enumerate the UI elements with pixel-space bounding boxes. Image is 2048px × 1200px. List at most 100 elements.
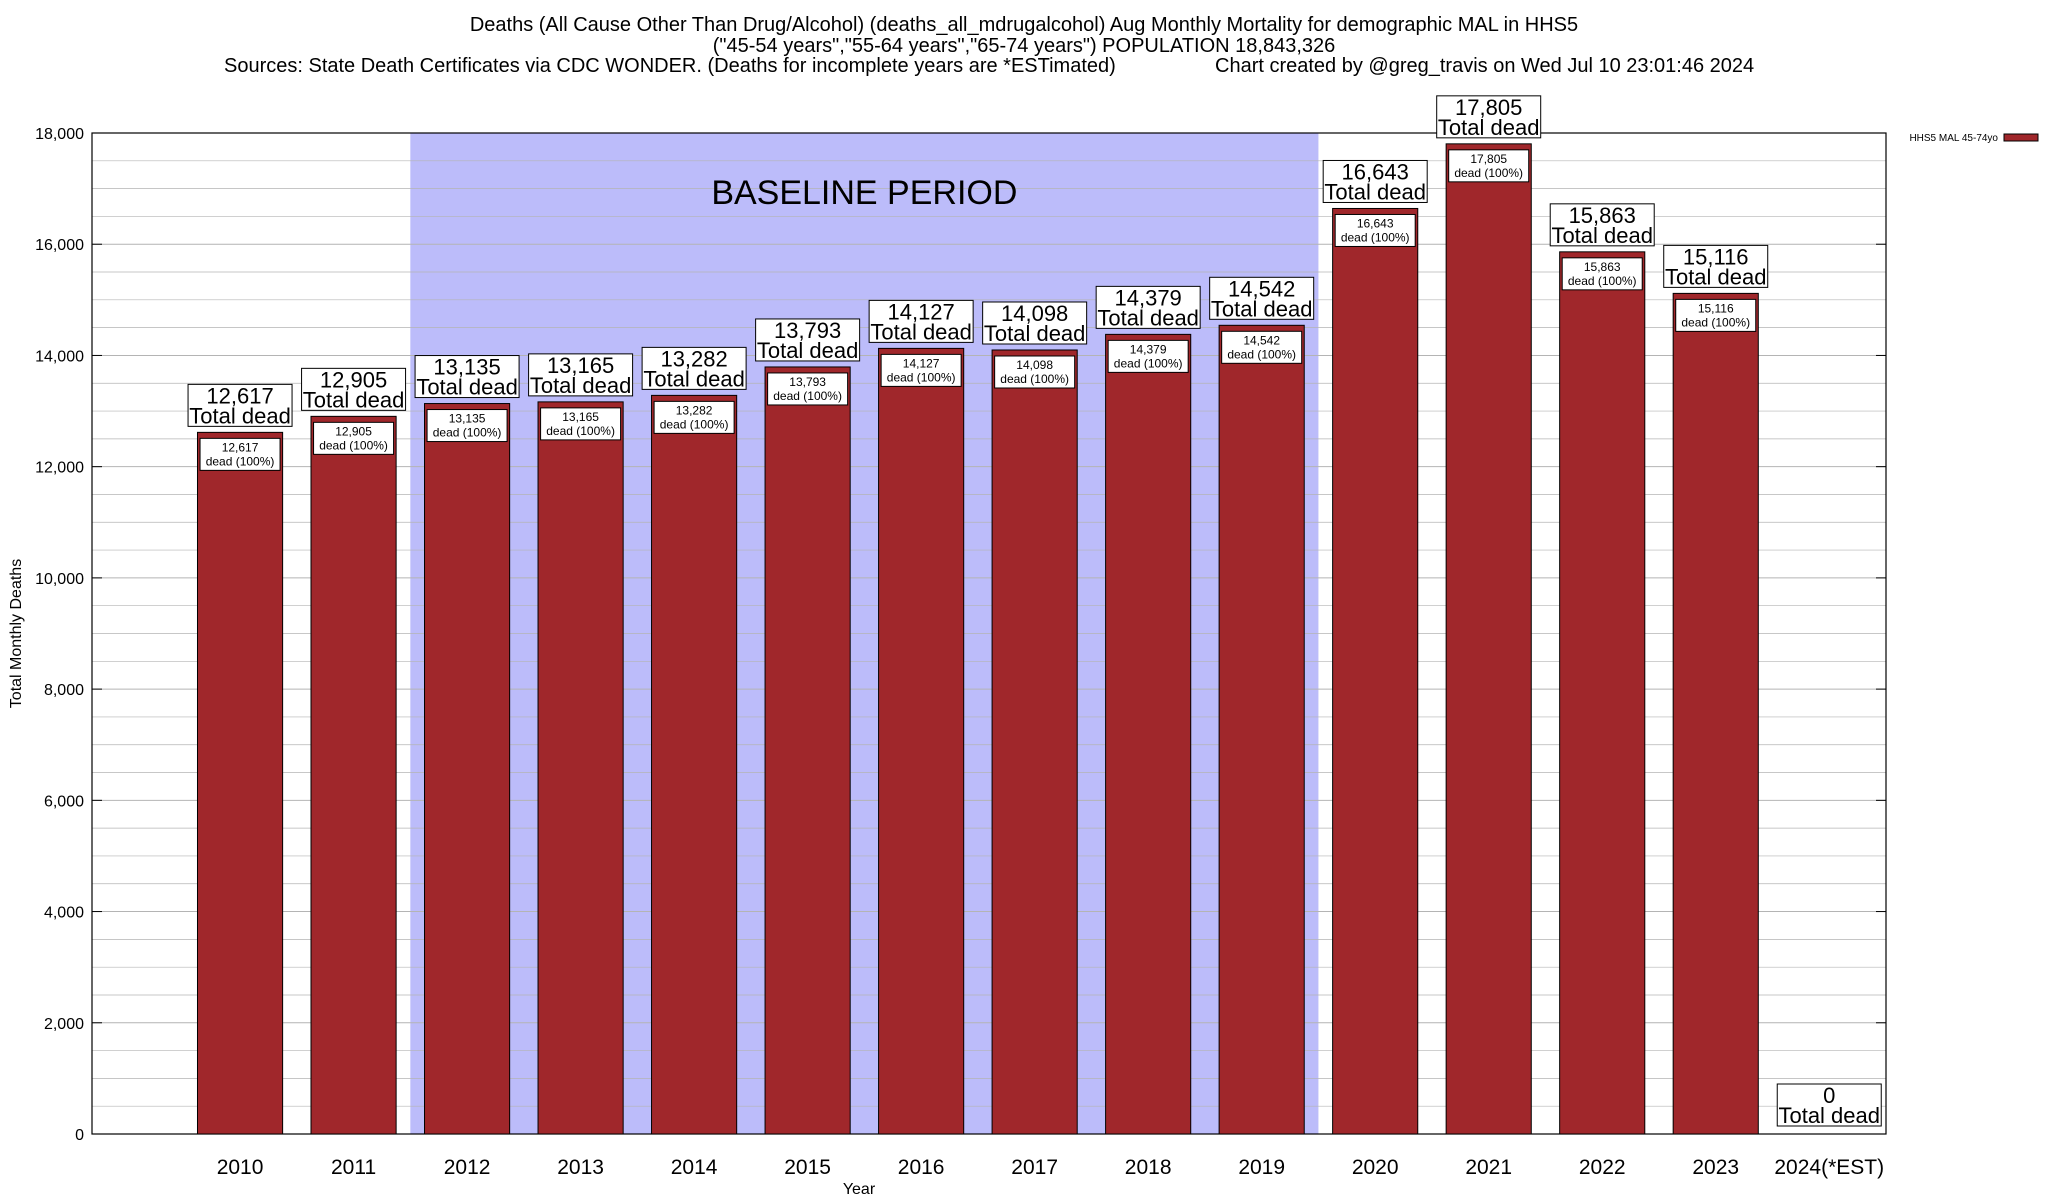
total-label-box [641, 346, 747, 390]
inner-label-box [767, 372, 849, 406]
total-value-label: 16,643 [1342, 159, 1409, 184]
total-dead-label: Total dead [870, 319, 972, 344]
x-tick-label: 2022 [1579, 1156, 1626, 1179]
total-label-box [1209, 276, 1315, 320]
total-label-box [982, 301, 1088, 345]
bar [878, 347, 965, 1135]
total-dead-label: Total dead [303, 387, 405, 412]
total-value-label: 17,805 [1455, 95, 1522, 120]
inner-label-box [313, 421, 395, 455]
inner-value-label: 12,905 [335, 424, 372, 438]
x-axis-title: Year [843, 1181, 876, 1198]
inner-pct-label: dead (100%) [546, 424, 615, 438]
bar [1445, 143, 1532, 1135]
inner-value-label: 14,127 [903, 356, 940, 370]
total-value-label: 0 [1823, 1083, 1835, 1108]
inner-pct-label: dead (100%) [887, 370, 956, 384]
total-dead-label: Total dead [643, 366, 745, 391]
inner-value-label: 15,116 [1698, 301, 1734, 315]
chart-title-line1: Deaths (All Cause Other Than Drug/Alcoho… [469, 14, 1579, 36]
total-label-box [1776, 1083, 1882, 1127]
inner-label-box [1561, 257, 1643, 291]
total-value-label: 14,542 [1228, 276, 1295, 301]
inner-label-box [1107, 339, 1189, 373]
inner-value-label: 13,793 [789, 375, 826, 389]
y-tick-label: 18,000 [35, 126, 84, 143]
bar [537, 401, 624, 1135]
total-value-label: 15,116 [1683, 244, 1749, 269]
y-tick-label: 0 [75, 1127, 84, 1144]
total-dead-label: Total dead [1551, 223, 1653, 248]
inner-value-label: 13,165 [562, 410, 599, 424]
total-dead-label: Total dead [1097, 305, 1199, 330]
inner-value-label: 13,135 [449, 412, 486, 426]
total-dead-label: Total dead [1438, 115, 1540, 140]
inner-pct-label: dead (100%) [1454, 166, 1523, 180]
y-tick-label: 12,000 [35, 460, 84, 477]
total-value-label: 13,793 [774, 318, 841, 343]
total-label-box [1549, 203, 1655, 247]
y-tick-label: 8,000 [44, 682, 84, 699]
total-label-box [1095, 285, 1201, 329]
inner-value-label: 14,098 [1016, 358, 1053, 372]
inner-value-label: 15,863 [1584, 260, 1621, 274]
bar [1105, 333, 1192, 1135]
total-value-label: 14,098 [1001, 301, 1068, 326]
inner-label-box [880, 353, 962, 387]
bar [1559, 251, 1646, 1135]
inner-value-label: 14,542 [1243, 333, 1280, 347]
inner-pct-label: dead (100%) [660, 417, 729, 431]
inner-pct-label: dead (100%) [1341, 230, 1410, 244]
x-tick-label: 2017 [1011, 1156, 1058, 1179]
bar [310, 415, 397, 1135]
total-label-box [868, 299, 974, 343]
bar [1218, 324, 1305, 1135]
x-tick-label: 2019 [1238, 1156, 1285, 1179]
inner-pct-label: dead (100%) [1568, 274, 1637, 288]
inner-label-box [994, 355, 1076, 389]
x-tick-label: 2016 [898, 1156, 945, 1179]
inner-label-box [1675, 298, 1757, 332]
total-label-box [414, 355, 520, 399]
total-label-box [301, 367, 407, 411]
bar [196, 431, 284, 1135]
inner-value-label: 16,643 [1357, 216, 1394, 230]
inner-pct-label: dead (100%) [1227, 347, 1296, 361]
y-axis-title: Total Monthly Deaths [8, 559, 25, 708]
total-label-box [187, 383, 293, 427]
inner-pct-label: dead (100%) [433, 426, 502, 440]
total-label-box [755, 318, 861, 362]
inner-label-box [540, 407, 622, 441]
inner-label-box [653, 400, 735, 434]
total-label-box [528, 353, 634, 397]
inner-pct-label: dead (100%) [773, 389, 842, 403]
baseline-period-label: BASELINE PERIOD [711, 174, 1017, 212]
x-tick-label: 2021 [1465, 1156, 1512, 1179]
total-label-box [1436, 95, 1542, 139]
total-dead-label: Total dead [1665, 264, 1767, 289]
x-tick-label: 2018 [1125, 1156, 1172, 1179]
bar [1672, 292, 1759, 1135]
total-dead-label: Total dead [530, 373, 632, 398]
inner-label-box [426, 409, 508, 443]
total-dead-label: Total dead [1211, 296, 1313, 321]
chart-title-line2: ("45-54 years","55-64 years","65-74 year… [712, 35, 1336, 57]
total-dead-label: Total dead [1324, 179, 1426, 204]
x-tick-label: 2010 [217, 1156, 264, 1179]
inner-value-label: 14,379 [1130, 342, 1167, 356]
plot-frame [91, 132, 1887, 1135]
inner-pct-label: dead (100%) [1000, 372, 1069, 386]
legend-swatch [2003, 133, 2039, 142]
total-value-label: 13,165 [547, 353, 614, 378]
inner-value-label: 12,617 [222, 440, 259, 454]
inner-pct-label: dead (100%) [319, 438, 388, 452]
bar [991, 349, 1078, 1135]
inner-label-box [199, 437, 281, 471]
total-label-box [1663, 244, 1769, 288]
y-tick-label: 16,000 [35, 237, 84, 254]
x-tick-label: 2014 [671, 1156, 718, 1179]
total-value-label: 14,127 [887, 299, 954, 324]
y-tick-label: 14,000 [35, 348, 84, 365]
inner-label-box [1334, 213, 1416, 247]
